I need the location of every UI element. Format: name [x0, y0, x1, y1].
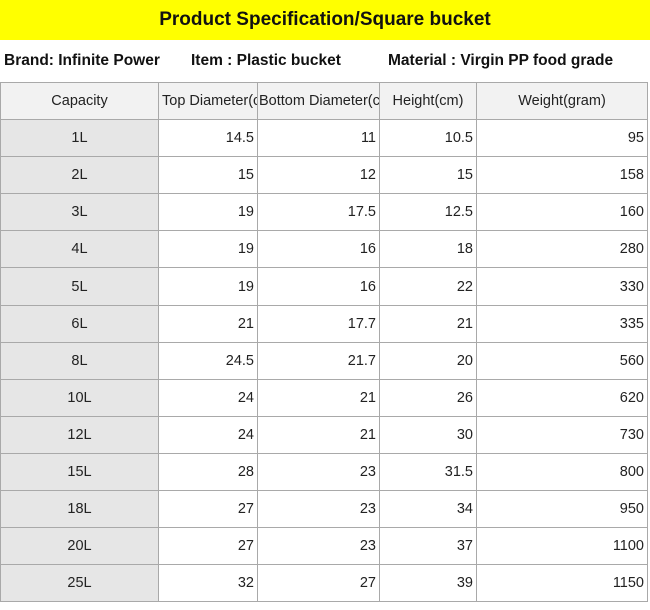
cell-weight: 158 — [476, 156, 648, 195]
cell-top-diameter: 27 — [158, 527, 258, 566]
table-row: 6L 21 17.7 21 335 — [0, 304, 648, 343]
header-bottom-diameter: Bottom Diameter(cm) — [257, 81, 380, 121]
cell-capacity: 15L — [0, 452, 159, 492]
cell-capacity: 4L — [0, 230, 159, 269]
header-capacity: Capacity — [0, 81, 159, 121]
table-row: 3L 19 17.5 12.5 160 — [0, 193, 648, 232]
cell-bottom-diameter: 17.5 — [257, 193, 380, 232]
cell-top-diameter: 32 — [158, 564, 258, 603]
cell-capacity: 20L — [0, 527, 159, 566]
cell-bottom-diameter: 23 — [257, 452, 380, 492]
cell-bottom-diameter: 23 — [257, 490, 380, 529]
table-row: 15L 28 23 31.5 800 — [0, 452, 648, 492]
table-row: 20L 27 23 37 1100 — [0, 527, 648, 566]
cell-bottom-diameter: 16 — [257, 267, 380, 306]
cell-bottom-diameter: 11 — [257, 119, 380, 158]
cell-capacity: 1L — [0, 119, 159, 158]
cell-height: 21 — [379, 304, 477, 343]
cell-weight: 1150 — [476, 564, 648, 603]
spec-table-body: 1L 14.5 11 10.5 95 2L 15 12 15 158 3L 19 17.5 12.5 160… — [0, 119, 648, 603]
cell-height: 30 — [379, 415, 477, 454]
cell-height: 12.5 — [379, 193, 477, 232]
cell-weight: 95 — [476, 119, 648, 158]
cell-top-diameter: 15 — [158, 156, 258, 195]
cell-bottom-diameter: 21.7 — [257, 341, 380, 380]
cell-height: 34 — [379, 490, 477, 529]
cell-weight: 280 — [476, 230, 648, 269]
brand-label: Brand: Infinite Power — [4, 52, 160, 69]
cell-bottom-diameter: 23 — [257, 527, 380, 566]
cell-capacity: 12L — [0, 415, 159, 454]
cell-capacity: 5L — [0, 267, 159, 306]
cell-height: 37 — [379, 527, 477, 566]
cell-height: 22 — [379, 267, 477, 306]
table-row: 8L 24.5 21.7 20 560 — [0, 341, 648, 380]
cell-height: 39 — [379, 564, 477, 603]
table-row: 1L 14.5 11 10.5 95 — [0, 119, 648, 158]
cell-bottom-diameter: 17.7 — [257, 304, 380, 343]
cell-weight: 1100 — [476, 527, 648, 566]
cell-top-diameter: 14.5 — [158, 119, 258, 158]
cell-top-diameter: 19 — [158, 193, 258, 232]
product-info-bar: Brand: Infinite Power Item : Plastic buc… — [0, 40, 650, 82]
cell-top-diameter: 21 — [158, 304, 258, 343]
cell-top-diameter: 24.5 — [158, 341, 258, 380]
cell-top-diameter: 27 — [158, 490, 258, 529]
cell-capacity: 10L — [0, 378, 159, 417]
cell-bottom-diameter: 21 — [257, 378, 380, 417]
material-label: Material : Virgin PP food grade — [388, 52, 614, 69]
cell-weight: 560 — [476, 341, 648, 380]
header-row: Capacity Top Diameter(cm) Bottom Diamete… — [0, 81, 648, 121]
spec-table: Capacity Top Diameter(cm) Bottom Diamete… — [0, 81, 648, 603]
header-height: Height(cm) — [379, 81, 477, 121]
cell-capacity: 18L — [0, 490, 159, 529]
cell-weight: 335 — [476, 304, 648, 343]
cell-capacity: 25L — [0, 564, 159, 603]
table-row: 2L 15 12 15 158 — [0, 156, 648, 195]
cell-weight: 620 — [476, 378, 648, 417]
cell-capacity: 3L — [0, 193, 159, 232]
cell-height: 31.5 — [379, 452, 477, 492]
cell-height: 26 — [379, 378, 477, 417]
page-title: Product Specification/Square bucket — [0, 0, 650, 40]
cell-capacity: 2L — [0, 156, 159, 195]
table-row: 12L 24 21 30 730 — [0, 415, 648, 454]
table-row: 10L 24 21 26 620 — [0, 378, 648, 417]
cell-top-diameter: 24 — [158, 415, 258, 454]
cell-weight: 800 — [476, 452, 648, 492]
header-top-diameter: Top Diameter(cm) — [158, 81, 258, 121]
item-label: Item : Plastic bucket — [191, 52, 341, 69]
cell-bottom-diameter: 21 — [257, 415, 380, 454]
header-weight: Weight(gram) — [476, 81, 648, 121]
cell-top-diameter: 19 — [158, 230, 258, 269]
cell-capacity: 8L — [0, 341, 159, 380]
cell-weight: 330 — [476, 267, 648, 306]
table-row: 18L 27 23 34 950 — [0, 490, 648, 529]
table-row: 5L 19 16 22 330 — [0, 267, 648, 306]
cell-bottom-diameter: 27 — [257, 564, 380, 603]
table-row: 25L 32 27 39 1150 — [0, 564, 648, 603]
cell-height: 18 — [379, 230, 477, 269]
cell-weight: 730 — [476, 415, 648, 454]
cell-weight: 160 — [476, 193, 648, 232]
cell-top-diameter: 19 — [158, 267, 258, 306]
cell-bottom-diameter: 16 — [257, 230, 380, 269]
cell-height: 15 — [379, 156, 477, 195]
cell-bottom-diameter: 12 — [257, 156, 380, 195]
table-row: 4L 19 16 18 280 — [0, 230, 648, 269]
cell-top-diameter: 28 — [158, 452, 258, 492]
cell-top-diameter: 24 — [158, 378, 258, 417]
cell-height: 20 — [379, 341, 477, 380]
cell-height: 10.5 — [379, 119, 477, 158]
cell-capacity: 6L — [0, 304, 159, 343]
cell-weight: 950 — [476, 490, 648, 529]
